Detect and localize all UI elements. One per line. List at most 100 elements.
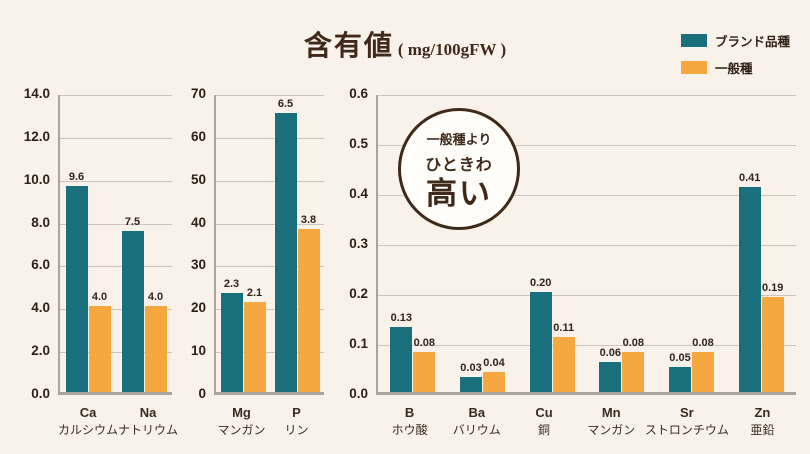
y-axis-tick: 0.0 bbox=[349, 386, 368, 401]
gridline bbox=[216, 95, 324, 96]
badge-line-1: 一般種より bbox=[426, 132, 492, 147]
bar: 0.05 bbox=[669, 95, 692, 392]
bar-value-label: 0.41 bbox=[738, 172, 761, 184]
bar-brand bbox=[121, 231, 144, 392]
x-category-name: 亜鉛 bbox=[750, 422, 775, 437]
y-axis-tick: 10 bbox=[190, 343, 206, 359]
x-category-name: 銅 bbox=[537, 422, 550, 437]
x-category-symbol: Mg bbox=[232, 405, 251, 420]
plot-wrap: 0.13 0.08 0.03 0.04 0.20 0.11 0.06 0.08 0.05 0.08… bbox=[376, 95, 796, 438]
bar-brand bbox=[738, 187, 761, 392]
plot-area: 0.13 0.08 0.03 0.04 0.20 0.11 0.06 0.08 0.05 0.08… bbox=[376, 95, 796, 395]
y-axis-tick: 10.0 bbox=[23, 171, 50, 187]
bar-general bbox=[413, 352, 436, 392]
x-category-symbol: Ca bbox=[79, 405, 97, 420]
bar: 7.5 bbox=[121, 95, 144, 392]
bar-brand bbox=[390, 327, 413, 392]
category-slot: 0.06 0.08 bbox=[587, 95, 657, 392]
bar-value-label: 0.08 bbox=[692, 337, 714, 349]
legend-swatch-icon bbox=[681, 34, 707, 47]
bar-general bbox=[761, 297, 784, 392]
plot-area: 9.6 4.0 7.5 4.0 bbox=[58, 95, 172, 395]
y-axis-tick: 0.0 bbox=[31, 386, 50, 401]
x-category-symbol: P bbox=[292, 405, 301, 420]
x-category-slot: Cu 銅 bbox=[510, 404, 577, 438]
bar: 2.1 bbox=[243, 95, 266, 392]
bar-group: 7.5 4.0 bbox=[121, 95, 167, 392]
bar: 9.6 bbox=[65, 95, 88, 392]
bar-groups: 9.6 4.0 7.5 4.0 bbox=[60, 95, 172, 392]
legend-item: ブランド品種 bbox=[681, 31, 790, 50]
x-category-name: リン bbox=[284, 422, 309, 437]
x-category-slot: P リン bbox=[269, 404, 324, 438]
chart-panel: 70 60 50 40 30 20 10 0 2.3 2.1 6.5 3.8 Mg マンガン P リン bbox=[172, 86, 324, 438]
y-axis-tick: 0 bbox=[198, 386, 206, 401]
bar-brand bbox=[220, 293, 243, 392]
x-category-name: マンガン bbox=[217, 422, 266, 437]
x-category-slot: Ca カルシウム bbox=[58, 404, 118, 438]
bar-brand bbox=[460, 377, 482, 392]
bar: 0.08 bbox=[622, 95, 645, 392]
x-category-slot: Ba バリウム bbox=[443, 404, 510, 438]
bar-group: 2.3 2.1 bbox=[220, 95, 266, 392]
bar-value-label: 9.6 bbox=[68, 171, 85, 184]
category-slot: 2.3 2.1 bbox=[216, 95, 270, 392]
category-slot: 9.6 4.0 bbox=[60, 95, 116, 392]
x-category-symbol: Zn bbox=[754, 405, 771, 420]
bar-general bbox=[692, 352, 715, 392]
bar: 6.5 bbox=[274, 95, 297, 392]
bar-brand bbox=[599, 362, 622, 392]
bar-groups: 0.13 0.08 0.03 0.04 0.20 0.11 0.06 0.08 0.05 0.08… bbox=[378, 95, 796, 392]
category-slot: 7.5 4.0 bbox=[116, 95, 172, 392]
gridline bbox=[378, 195, 796, 196]
gridline bbox=[216, 309, 324, 311]
bar-value-label: 7.5 bbox=[124, 216, 141, 229]
bar-general bbox=[243, 302, 266, 392]
bar-group: 0.06 0.08 bbox=[599, 95, 645, 392]
chart-title-unit: ( mg/100gFW ) bbox=[397, 40, 507, 59]
bar-value-label: 2.1 bbox=[246, 287, 263, 299]
gridline bbox=[60, 180, 172, 182]
bar-general bbox=[144, 306, 167, 392]
category-slot: 0.13 0.08 bbox=[378, 95, 448, 392]
gridline bbox=[378, 295, 796, 296]
legend-label: ブランド品種 bbox=[715, 35, 791, 49]
x-category-label: B ホウ酸 bbox=[392, 404, 428, 438]
legend-item: 一般種 bbox=[681, 58, 790, 77]
x-category-name: カルシウム bbox=[58, 422, 119, 437]
gridline bbox=[60, 95, 172, 96]
y-axis-tick: 12.0 bbox=[23, 128, 50, 144]
x-axis: Ca カルシウム Na ナトリウム bbox=[58, 404, 178, 438]
x-category-slot: B ホウ酸 bbox=[376, 404, 443, 438]
y-axis-tick: 0.5 bbox=[349, 136, 368, 151]
bar: 0.41 bbox=[738, 95, 761, 392]
legend-label: 一般種 bbox=[715, 62, 753, 76]
gridline bbox=[378, 145, 796, 146]
badge-line-3: 高い bbox=[426, 176, 492, 211]
bar: 3.8 bbox=[297, 95, 320, 392]
x-category-label: Mn マンガン bbox=[587, 404, 635, 438]
bar-value-label: 0.08 bbox=[622, 337, 645, 349]
bar-general bbox=[297, 229, 320, 392]
y-axis-tick: 2.0 bbox=[31, 343, 50, 359]
gridline bbox=[60, 223, 172, 225]
gridline bbox=[378, 345, 796, 346]
x-category-label: P リン bbox=[284, 404, 308, 438]
bar-value-label: 0.04 bbox=[483, 357, 505, 369]
x-category-label: Cu 銅 bbox=[535, 404, 552, 438]
bar-brand bbox=[669, 367, 692, 392]
x-category-symbol: B bbox=[404, 405, 415, 420]
y-axis-tick: 0.4 bbox=[349, 186, 368, 201]
x-category-slot: Mg マンガン bbox=[214, 404, 269, 438]
bar: 2.3 bbox=[220, 95, 243, 392]
bar-value-label: 0.06 bbox=[599, 347, 622, 359]
chart-panel: 14.0 12.0 10.0 8.0 6.0 4.0 2.0 0.0 9.6 4.0 7.5 4.0 C… bbox=[14, 86, 178, 438]
x-axis: B ホウ酸 Ba バリウム Cu 銅 Mn マンガン Sr ストロンチウム Zn 亜鉛 bbox=[376, 404, 796, 438]
bar-value-label: 2.3 bbox=[223, 278, 240, 291]
bar-value-label: 0.11 bbox=[553, 322, 575, 334]
y-axis-tick: 0.2 bbox=[349, 286, 368, 301]
x-category-name: ストロンチウム bbox=[644, 422, 729, 437]
x-category-symbol: Na bbox=[139, 405, 157, 420]
